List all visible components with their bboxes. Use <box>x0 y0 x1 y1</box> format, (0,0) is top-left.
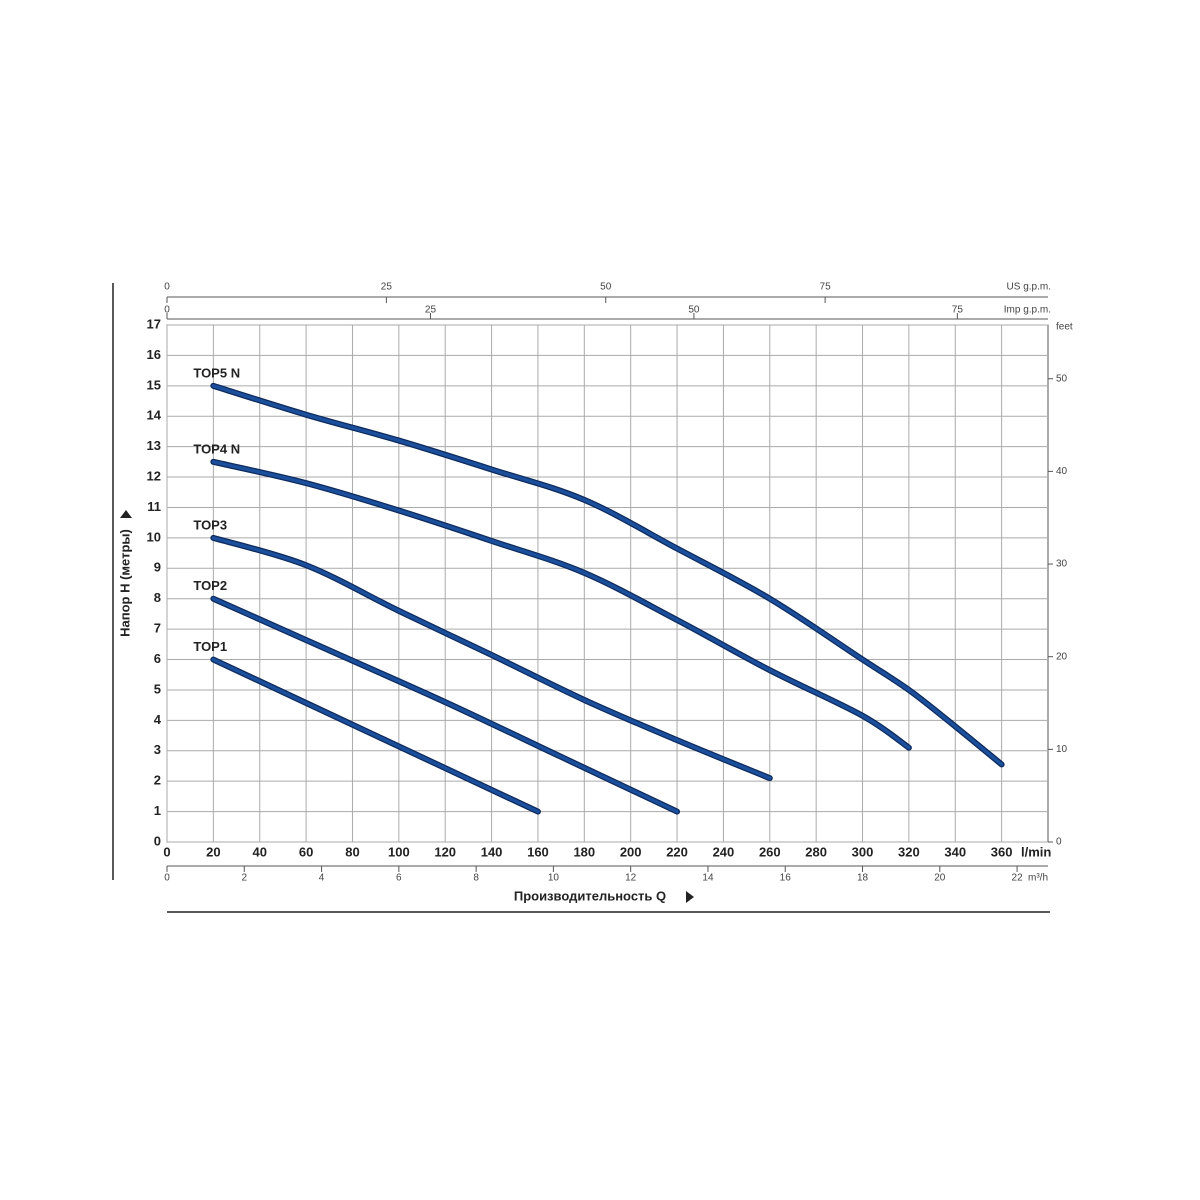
x4-tick-label: 2 <box>241 873 247 884</box>
x-tick-label: 200 <box>620 844 642 859</box>
x4-tick-label: 18 <box>857 873 869 884</box>
x-tick-label: 180 <box>573 844 595 859</box>
x-tick-label: 240 <box>713 844 735 859</box>
y-axis-title: Напор H (метры) <box>117 529 132 637</box>
x-tick-label: 120 <box>434 844 456 859</box>
x4-tick-label: 12 <box>625 873 637 884</box>
y-tick-label: 9 <box>154 560 161 575</box>
y2-tick-label: 0 <box>1056 837 1062 848</box>
x4-tick-label: 6 <box>396 873 402 884</box>
curve <box>211 384 1004 767</box>
x2-tick-label: 25 <box>381 282 393 293</box>
x-tick-label: 20 <box>206 844 220 859</box>
y-tick-label: 1 <box>154 803 161 818</box>
x4-tick-label: 10 <box>548 873 560 884</box>
series-label: TOP4 N <box>193 441 240 456</box>
curve <box>211 657 540 814</box>
x-tick-label: 0 <box>163 844 170 859</box>
y-tick-label: 13 <box>147 438 161 453</box>
x-tick-label: 300 <box>852 844 874 859</box>
x4-tick-label: 14 <box>702 873 714 884</box>
y2-tick-label: 30 <box>1056 559 1068 570</box>
x4-tick-label: 22 <box>1012 873 1024 884</box>
x4-tick-label: 0 <box>164 873 170 884</box>
y2-tick-label: 50 <box>1056 373 1068 384</box>
x-tick-label: 140 <box>481 844 503 859</box>
y-tick-label: 3 <box>154 742 161 757</box>
x4-tick-label: 20 <box>934 873 946 884</box>
x-unit: l/min <box>1021 844 1051 859</box>
x2-tick-label: 50 <box>600 282 612 293</box>
y-tick-label: 8 <box>154 590 161 605</box>
x-arrow <box>686 891 694 903</box>
y-tick-label: 5 <box>154 681 161 696</box>
x2-tick-label: 75 <box>820 282 832 293</box>
x3-tick-label: 0 <box>164 305 170 316</box>
series-label: TOP5 N <box>193 365 240 380</box>
y-tick-label: 7 <box>154 621 161 636</box>
x-tick-label: 260 <box>759 844 781 859</box>
x3-unit: Imp g.p.m. <box>1004 305 1051 316</box>
y-tick-label: 17 <box>147 316 161 331</box>
y-tick-label: 6 <box>154 651 161 666</box>
y-tick-label: 15 <box>147 377 161 392</box>
x-tick-label: 100 <box>388 844 410 859</box>
x4-tick-label: 16 <box>780 873 792 884</box>
x-axis-title: Производительность Q <box>514 888 666 903</box>
y2-tick-label: 40 <box>1056 466 1068 477</box>
x-tick-label: 40 <box>253 844 267 859</box>
series-label: TOP2 <box>193 578 227 593</box>
x4-tick-label: 4 <box>319 873 325 884</box>
y-tick-label: 11 <box>147 499 161 514</box>
x3-tick-label: 25 <box>425 305 437 316</box>
x-tick-label: 220 <box>666 844 688 859</box>
x4-unit: m³/h <box>1028 873 1048 884</box>
x-tick-label: 320 <box>898 844 920 859</box>
curve <box>211 460 911 750</box>
series-label: TOP1 <box>193 639 227 654</box>
x-tick-label: 80 <box>345 844 359 859</box>
x2-tick-label: 0 <box>164 282 170 293</box>
y-tick-label: 4 <box>154 712 162 727</box>
y-tick-label: 10 <box>147 529 161 544</box>
x-tick-label: 60 <box>299 844 313 859</box>
curve <box>211 596 679 814</box>
y-arrow <box>120 510 132 518</box>
x4-tick-label: 8 <box>473 873 479 884</box>
series-label: TOP3 <box>193 517 227 532</box>
x3-tick-label: 50 <box>688 305 700 316</box>
y-tick-label: 12 <box>147 468 161 483</box>
y-tick-label: 0 <box>154 833 161 848</box>
x2-unit: US g.p.m. <box>1007 282 1051 293</box>
y2-tick-label: 20 <box>1056 651 1068 662</box>
y2-tick-label: 10 <box>1056 744 1068 755</box>
x-tick-label: 280 <box>805 844 827 859</box>
y2-unit: feet <box>1056 322 1073 333</box>
x-tick-label: 340 <box>944 844 966 859</box>
x-tick-label: 360 <box>991 844 1013 859</box>
y-tick-label: 16 <box>147 347 161 362</box>
x-tick-label: 160 <box>527 844 549 859</box>
curve <box>211 536 772 780</box>
x3-tick-label: 75 <box>952 305 964 316</box>
y-tick-label: 14 <box>147 408 162 423</box>
y-tick-label: 2 <box>154 773 161 788</box>
